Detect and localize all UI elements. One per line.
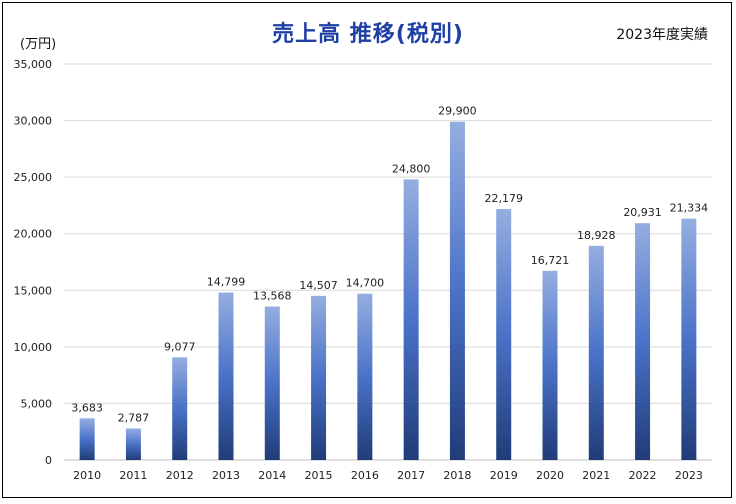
x-tick-label: 2023	[675, 469, 703, 482]
bar-2023	[681, 218, 697, 460]
data-label-2021: 18,928	[577, 229, 616, 242]
data-label-2018: 29,900	[438, 105, 477, 118]
data-label-2020: 16,721	[531, 254, 570, 267]
x-tick-label: 2011	[119, 469, 147, 482]
bar-2021	[588, 245, 604, 460]
bar-2010	[79, 418, 95, 460]
data-label-2016: 14,700	[346, 277, 385, 290]
x-tick-label: 2015	[305, 469, 333, 482]
chart-subtitle: 2023年度実績	[616, 27, 708, 43]
bar-2015	[311, 295, 327, 460]
y-tick-label: 10,000	[14, 341, 53, 354]
bar-2011	[125, 428, 141, 460]
x-axis-ticks: 2010 2011 2012 2013 2014 2015 2016 2017 2018 2019…	[73, 469, 703, 482]
x-tick-label: 2014	[258, 469, 286, 482]
x-tick-label: 2019	[490, 469, 518, 482]
data-label-2023: 21,334	[670, 202, 709, 215]
data-label-2017: 24,800	[392, 162, 431, 175]
data-label-2014: 13,568	[253, 289, 292, 302]
x-tick-label: 2020	[536, 469, 564, 482]
bar-2019	[496, 209, 512, 460]
bar-2013	[218, 292, 234, 460]
y-tick-label: 20,000	[14, 228, 53, 241]
data-labels: 3,683 2,787 9,077 14,799 13,568 14,507 14,700 2…	[71, 105, 708, 425]
x-tick-label: 2021	[582, 469, 610, 482]
data-label-2012: 9,077	[164, 340, 196, 353]
y-tick-label: 0	[45, 454, 52, 467]
bars	[79, 121, 697, 461]
data-label-2011: 2,787	[118, 411, 150, 424]
bar-2014	[264, 306, 280, 460]
y-axis-ticks: 0 5,000 10,000 15,000 20,000 25,000 30,000 35,0…	[14, 58, 53, 467]
x-tick-label: 2022	[629, 469, 657, 482]
x-tick-label: 2013	[212, 469, 240, 482]
x-tick-label: 2010	[73, 469, 101, 482]
data-label-2010: 3,683	[71, 401, 103, 414]
data-label-2022: 20,931	[623, 206, 662, 219]
bar-2016	[357, 293, 373, 460]
y-tick-label: 25,000	[14, 171, 53, 184]
x-tick-label: 2012	[166, 469, 194, 482]
y-tick-label: 30,000	[14, 115, 53, 128]
chart-title: 売上高 推移(税別)	[272, 22, 464, 47]
bar-2022	[635, 223, 651, 460]
data-label-2019: 22,179	[484, 192, 523, 205]
y-tick-label: 15,000	[14, 284, 53, 297]
gridlines	[64, 63, 712, 461]
x-tick-label: 2018	[443, 469, 471, 482]
x-tick-label: 2017	[397, 469, 425, 482]
y-tick-label: 35,000	[14, 58, 53, 71]
data-label-2013: 14,799	[207, 276, 246, 289]
y-axis-unit-label: (万円)	[20, 37, 57, 52]
x-tick-label: 2016	[351, 469, 379, 482]
data-label-2015: 14,507	[299, 279, 338, 292]
bar-2018	[449, 121, 465, 461]
bar-2020	[542, 270, 558, 460]
y-tick-label: 5,000	[21, 397, 53, 410]
bar-2017	[403, 179, 419, 461]
bar-2012	[172, 357, 188, 460]
